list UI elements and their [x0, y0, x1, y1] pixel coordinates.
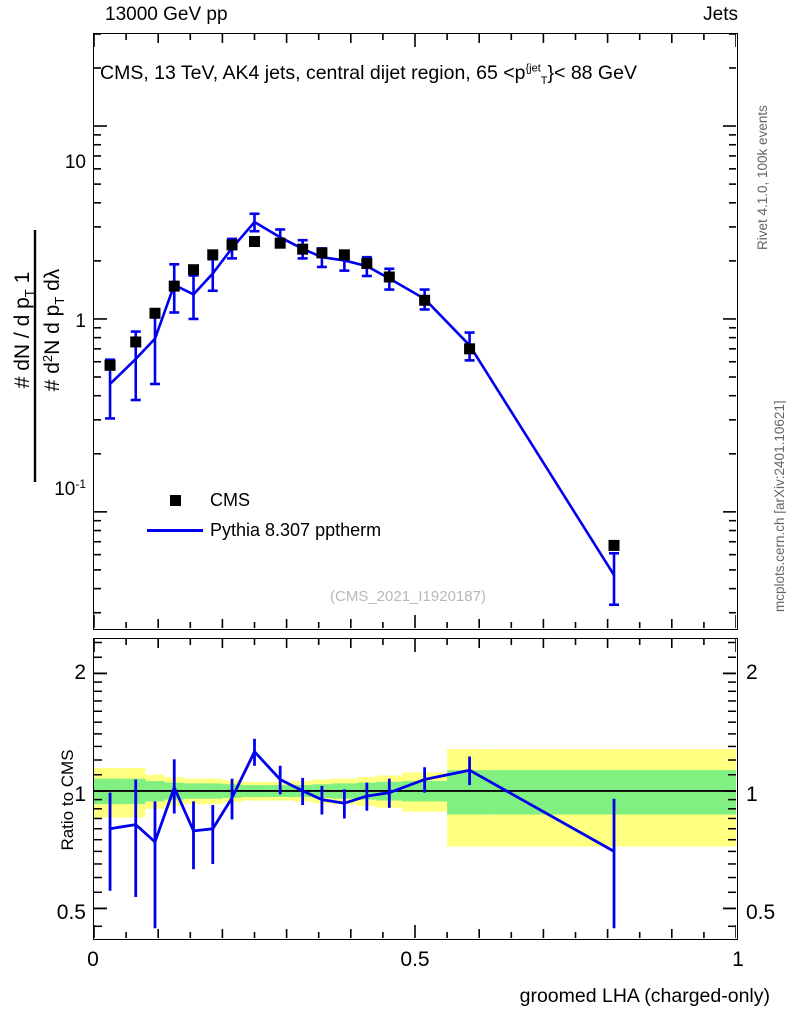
plot-title-post: }< 88 GeV [547, 62, 637, 84]
legend: CMS Pythia 8.307 pptherm [140, 485, 381, 545]
main-plot-canvas [94, 34, 736, 628]
analysis-id-watermark: (CMS_2021_I1920187) [330, 588, 486, 605]
legend-entry-cms[interactable]: CMS [140, 485, 381, 515]
plot-title-sup: {jet [525, 62, 541, 75]
ratio-ytick-0p5-left: 0.5 [56, 901, 86, 924]
ratio-plot-panel [93, 638, 738, 940]
ratio-ytick-1-left: 1 [74, 783, 86, 806]
mcplots-source-annotation: mcplots.cern.ch [arXiv:2401.10621] [772, 400, 786, 612]
rivet-version-annotation: Rivet 4.1.0, 100k events [755, 105, 770, 250]
ratio-ytick-0p5-right: 0.5 [746, 901, 776, 924]
legend-label-pythia: Pythia 8.307 pptherm [210, 519, 382, 540]
xtick-0: 0 [87, 948, 99, 971]
plot-title: CMS, 13 TeV, AK4 jets, central dijet reg… [100, 62, 637, 87]
ytick-10: 10 [64, 152, 86, 173]
xtick-1: 1 [732, 948, 744, 971]
ratio-ytick-2-left: 2 [74, 661, 86, 684]
ratio-ytick-2-right: 2 [746, 661, 758, 684]
ytick-1: 1 [75, 311, 86, 332]
ytick-0p1: 10-1 [54, 476, 86, 501]
ratio-ytick-1-right: 1 [746, 783, 758, 806]
header-analysis-label: Jets [703, 4, 738, 25]
square-marker-icon [140, 494, 210, 506]
svg-text:# d2N d pT dλ: # d2N d pT dλ [40, 268, 67, 391]
legend-label-cms: CMS [210, 489, 250, 510]
main-ylabel-group: # dN / d pT 1 # d2N d pT dλ [2, 30, 74, 630]
x-axis-label: groomed LHA (charged-only) [519, 985, 770, 1007]
line-marker-icon [140, 528, 210, 532]
svg-text:# dN / d pT 1: # dN / d pT 1 [11, 272, 37, 389]
legend-entry-pythia[interactable]: Pythia 8.307 pptherm [140, 515, 381, 545]
plot-title-pre: CMS, 13 TeV, AK4 jets, central dijet reg… [100, 62, 526, 84]
header-beam-label: 13000 GeV pp [105, 4, 228, 25]
plot-title-sub: T [540, 74, 548, 87]
xtick-0p5: 0.5 [400, 948, 430, 971]
ratio-plot-canvas [94, 639, 736, 938]
